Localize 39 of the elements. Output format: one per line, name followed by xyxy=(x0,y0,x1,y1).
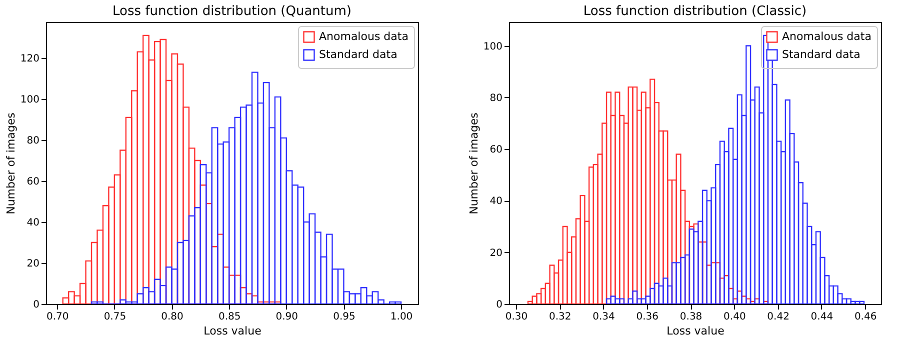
x-tick-label: 0.80 xyxy=(161,312,184,322)
x-tick-label: 0.32 xyxy=(548,312,572,322)
x-tick-label: 0.70 xyxy=(46,312,69,322)
x-tick-label: 0.40 xyxy=(724,312,746,322)
y-tick-label: 80 xyxy=(26,135,40,146)
y-tick-label: 40 xyxy=(490,196,502,208)
y-tick-label: 100 xyxy=(483,41,502,52)
y-axis-title: Number of images xyxy=(467,112,480,214)
legend-label: Standard data xyxy=(319,48,398,61)
x-tick-label: 0.34 xyxy=(592,312,615,322)
legend-label: Anomalous data xyxy=(319,30,408,43)
x-tick-label: 1.00 xyxy=(390,312,413,322)
x-tick-label: 0.38 xyxy=(680,312,702,322)
x-tick-label: 0.36 xyxy=(636,312,659,322)
x-tick-label: 0.44 xyxy=(810,312,834,322)
x-tick-label: 0.75 xyxy=(104,312,126,322)
y-tick-label: 0 xyxy=(496,300,502,310)
x-tick-label: 0.95 xyxy=(333,312,356,322)
y-axis-title: Number of images xyxy=(4,112,18,214)
x-tick-label: 0.90 xyxy=(276,312,298,322)
y-tick-label: 120 xyxy=(20,53,40,64)
y-tick-label: 60 xyxy=(26,176,40,188)
y-tick-label: 60 xyxy=(490,144,502,156)
y-tick-label: 40 xyxy=(26,217,40,228)
y-tick-label: 20 xyxy=(26,258,40,270)
y-tick-label: 80 xyxy=(490,92,502,104)
y-tick-label: 100 xyxy=(20,94,40,106)
legend-label: Standard data xyxy=(782,48,860,61)
x-axis-title: Loss value xyxy=(204,324,262,338)
x-tick-label: 0.85 xyxy=(218,312,241,322)
chart-title: Loss function distribution (Quantum) xyxy=(112,4,352,19)
y-tick-label: 20 xyxy=(490,248,502,259)
x-tick-label: 0.42 xyxy=(767,312,790,322)
x-axis-title: Loss value xyxy=(666,324,725,338)
x-tick-label: 0.30 xyxy=(505,312,528,322)
y-tick-label: 0 xyxy=(33,300,40,310)
chart-title: Loss function distribution (Classic) xyxy=(583,4,807,19)
x-tick-label: 0.46 xyxy=(854,312,877,322)
legend-label: Anomalous data xyxy=(782,30,872,43)
